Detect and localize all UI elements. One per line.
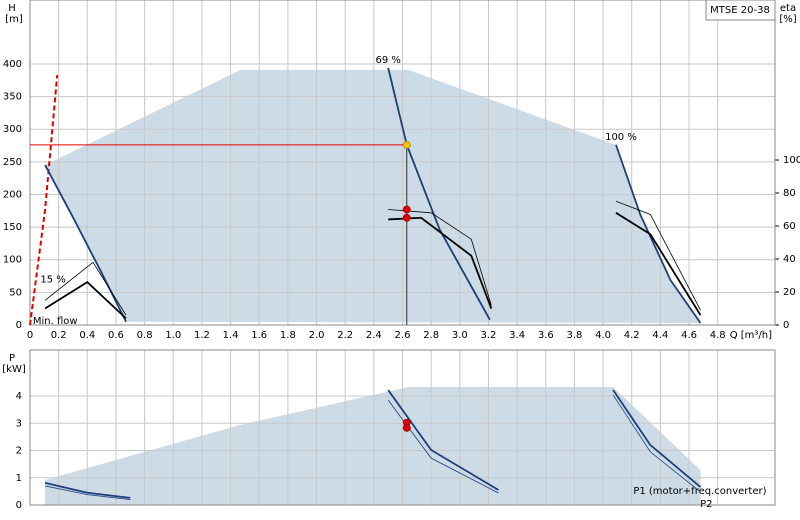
operating-point [402, 140, 411, 149]
x-tick-label: 3.4 [509, 330, 525, 341]
y-axis-unit: [m] [5, 14, 23, 25]
y-axis-label: H [8, 3, 16, 14]
plot-frame [29, 0, 776, 326]
curve [387, 399, 499, 494]
x-tick-label: 2.0 [309, 330, 325, 341]
y-tick-label: 150 [3, 222, 22, 233]
curve [29, 74, 59, 326]
y-tick-label: 100 [3, 255, 22, 266]
curve [387, 389, 499, 491]
curve [387, 67, 491, 321]
model-box [705, 0, 776, 21]
curve-label: Min. flow [33, 316, 78, 327]
y-tick-label: 50 [9, 287, 22, 298]
y2-tick-label: 60 [783, 221, 796, 232]
curve-label: P2 [700, 499, 712, 510]
x-tick-label: 3.8 [566, 330, 582, 341]
curve [612, 389, 702, 488]
x-tick-label: 0 [27, 330, 33, 341]
y2-tick-label: 20 [783, 287, 796, 298]
curve-label: 15 % [40, 274, 65, 285]
x-tick-label: 3.0 [452, 330, 468, 341]
y-axis-unit: [kW] [2, 364, 26, 375]
y2-tick-label: 100 [783, 155, 800, 166]
curve [44, 261, 127, 316]
curve-label: 69 % [375, 55, 400, 66]
x-tick-label: 1.6 [251, 330, 267, 341]
model-label: MTSE 20-38 [710, 5, 770, 16]
x-tick-label: 4.6 [681, 330, 697, 341]
curve [44, 164, 127, 323]
curve [615, 144, 702, 324]
y-tick-label: 1 [16, 473, 22, 484]
x-tick-label: 2.8 [423, 330, 439, 341]
curve [612, 394, 701, 493]
x-tick-label: 3.6 [538, 330, 554, 341]
x-tick-label: 3.2 [481, 330, 497, 341]
x-tick-label: 1.4 [223, 330, 239, 341]
curve [615, 212, 702, 316]
y-tick-label: 3 [16, 418, 22, 429]
x-tick-label: 0.6 [108, 330, 124, 341]
x-tick-label: 4.2 [624, 330, 640, 341]
y-tick-label: 200 [3, 189, 22, 200]
y-axis-label: P [9, 353, 15, 364]
y-tick-label: 400 [3, 59, 22, 70]
curve [44, 482, 131, 499]
operating-point [402, 424, 411, 432]
x-tick-label: 0.2 [51, 330, 67, 341]
y2-axis-label: eta [780, 3, 796, 14]
curve [44, 280, 127, 320]
y-tick-label: 0 [16, 320, 22, 331]
x-tick-label: 2.2 [337, 330, 353, 341]
x-tick-label: 2.6 [395, 330, 411, 341]
x-tick-label: 1.2 [194, 330, 210, 341]
x-tick-label: 0.4 [79, 330, 95, 341]
y2-tick-label: 0 [783, 320, 789, 331]
x-tick-label: 2.4 [366, 330, 382, 341]
x-label-bg [730, 328, 774, 342]
x-axis-label: Q [m³/h] [730, 330, 772, 341]
curve-label: 100 % [605, 132, 637, 143]
operating-point [402, 213, 411, 222]
y2-tick-label: 80 [783, 188, 796, 199]
y-tick-label: 4 [16, 391, 22, 402]
x-tick-label: 4.4 [652, 330, 668, 341]
y-tick-label: 300 [3, 124, 22, 135]
x-tick-label: 4.0 [595, 330, 611, 341]
operating-range [45, 387, 701, 505]
x-tick-label: 4.8 [710, 330, 726, 341]
x-tick-label: 1.0 [165, 330, 181, 341]
y-tick-label: 350 [3, 92, 22, 103]
curve [44, 485, 131, 500]
y-tick-label: 2 [16, 446, 22, 457]
y-tick-label: 250 [3, 157, 22, 168]
y-tick-label: 0 [16, 500, 22, 511]
y2-axis-unit: [%] [779, 14, 796, 25]
operating-point [402, 205, 411, 214]
x-tick-label: 0.8 [137, 330, 153, 341]
plot-frame [29, 349, 776, 506]
curve [615, 200, 701, 311]
x-tick-label: 1.8 [280, 330, 296, 341]
y2-tick-label: 40 [783, 254, 796, 265]
